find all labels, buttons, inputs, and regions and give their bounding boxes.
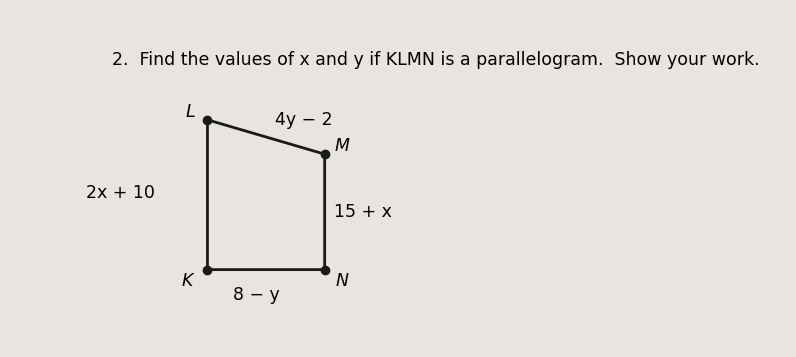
Text: 8 − y: 8 − y: [233, 286, 280, 304]
Text: 2x + 10: 2x + 10: [86, 183, 155, 202]
Text: 2.  Find the values of x and y if KLMN is a parallelogram.  Show your work.: 2. Find the values of x and y if KLMN is…: [111, 51, 759, 69]
Text: M: M: [334, 137, 349, 156]
Text: L: L: [185, 102, 195, 121]
Text: N: N: [335, 272, 349, 290]
Text: 15 + x: 15 + x: [334, 203, 392, 221]
Text: 4y − 2: 4y − 2: [275, 111, 333, 130]
Text: K: K: [182, 272, 193, 290]
